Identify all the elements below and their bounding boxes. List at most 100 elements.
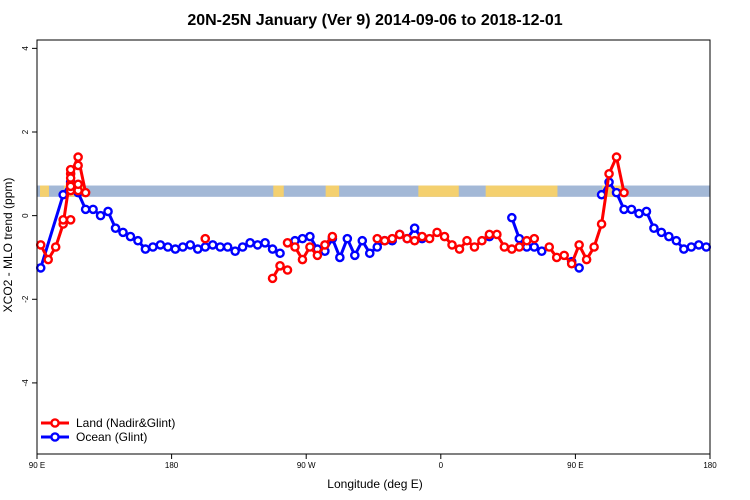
data-point [237, 242, 248, 252]
data-point [35, 263, 46, 273]
y-tick-label: 2 [21, 129, 30, 134]
data-point [335, 252, 345, 263]
data-point [95, 210, 106, 221]
data-point [73, 152, 83, 162]
y-axis-label: XCO2 - MLO trend (ppm) [1, 178, 15, 313]
data-point [80, 204, 91, 215]
data-point [507, 212, 517, 223]
data-point [110, 223, 121, 233]
y-axis: 4 2 0 -2 -4 [21, 46, 37, 386]
data-point [148, 242, 158, 252]
y-tick-label: 4 [21, 46, 30, 51]
data-point [409, 223, 420, 233]
data-point [559, 250, 569, 261]
data-point [267, 273, 278, 284]
data-point [409, 235, 420, 246]
data-point [379, 235, 390, 246]
data-point [424, 233, 435, 244]
land-band-2 [273, 185, 284, 197]
background-map-band [37, 185, 710, 197]
data-point [619, 187, 629, 198]
data-point [679, 244, 689, 254]
data-point [185, 240, 196, 250]
legend-label: Ocean (Glint) [76, 430, 147, 444]
data-point [350, 250, 360, 261]
data-point [245, 238, 255, 248]
data-point [611, 187, 622, 198]
data-point [514, 233, 525, 244]
data-point [305, 231, 315, 242]
plot-frame [36, 39, 711, 455]
data-point [574, 240, 584, 250]
data-point [693, 240, 704, 250]
data-point [215, 242, 226, 252]
data-point [581, 254, 592, 265]
data-point [649, 223, 659, 233]
data-point [626, 204, 637, 215]
data-point [507, 244, 517, 254]
data-point [664, 231, 674, 242]
data-point [387, 233, 397, 244]
data-point [133, 235, 143, 246]
x-tick-label: 90 W [297, 461, 316, 470]
data-point [200, 242, 211, 252]
land-band-0 [39, 185, 49, 197]
data-point [305, 242, 315, 252]
data-point [65, 181, 76, 192]
data-point [222, 242, 233, 252]
legend-marker [50, 432, 60, 442]
data-point [536, 246, 547, 256]
data-point [163, 242, 173, 252]
data-point [73, 179, 83, 190]
data-point [230, 246, 240, 256]
land-band-3 [325, 185, 340, 197]
x-axis-label: Longitude (deg E) [327, 477, 422, 491]
data-point [596, 219, 607, 229]
data-point [327, 231, 338, 242]
data-point [604, 169, 614, 179]
data-point [372, 233, 383, 244]
data-point [80, 187, 91, 198]
data-point [394, 229, 405, 240]
data-point [529, 233, 540, 244]
data-point [372, 242, 383, 252]
data-point [447, 240, 457, 250]
data-point [65, 173, 76, 183]
data-point [192, 244, 203, 254]
data-point [492, 229, 502, 240]
data-point [125, 231, 136, 242]
data-point [282, 238, 293, 248]
data-point [103, 206, 113, 217]
series-1 [200, 152, 629, 284]
data-point [514, 242, 525, 252]
data-point [417, 231, 427, 242]
data-point [544, 242, 555, 252]
data-point [566, 258, 577, 269]
data-point [529, 242, 540, 252]
legend: Land (Nadir&Glint)Ocean (Glint) [41, 416, 175, 444]
legend-item: Land (Nadir&Glint) [41, 416, 175, 430]
data-point [260, 238, 270, 248]
ocean-band [37, 185, 710, 197]
data-point [402, 233, 412, 244]
data-point [118, 227, 128, 238]
data-point [469, 242, 480, 252]
data-point [454, 244, 465, 254]
land-band-4 [418, 185, 459, 197]
land-band-5 [485, 185, 558, 197]
chart-title: 20N-25N January (Ver 9) 2014-09-06 to 20… [187, 12, 562, 29]
data-point [88, 204, 98, 215]
data-point [364, 248, 375, 259]
data-point [589, 242, 599, 252]
data-point [170, 244, 181, 254]
data-point [611, 152, 622, 162]
data-point [312, 250, 323, 261]
data-point [43, 254, 54, 265]
data-point [200, 233, 211, 244]
data-point [574, 263, 584, 273]
x-tick-label: 0 [439, 461, 444, 470]
data-point [290, 242, 300, 252]
data-point [432, 227, 442, 238]
data-point [35, 240, 46, 250]
